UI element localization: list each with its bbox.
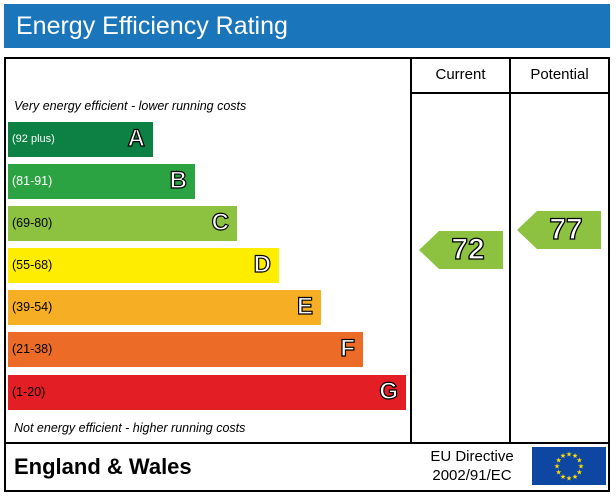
band-letter: D (253, 250, 272, 278)
rating-frame (4, 57, 610, 492)
band-range-label: (81-91) (12, 174, 53, 188)
band-range-label: (69-80) (12, 216, 53, 230)
eu-star-icon: ★ (560, 452, 566, 460)
band-f: (21-38) F (8, 332, 363, 367)
footer-rule (4, 442, 608, 444)
divider-current (410, 57, 412, 444)
eu-star-icon: ★ (555, 457, 561, 465)
eu-flag-icon: ★ ★ ★ ★ ★ ★ ★ ★ ★ ★ ★ ★ (532, 447, 606, 485)
divider-potential (509, 57, 511, 444)
band-letter: F (340, 334, 356, 362)
band-a: (92 plus) A (8, 122, 153, 157)
band-letter: E (296, 292, 313, 320)
band-b: (81-91) B (8, 164, 195, 199)
band-letter: A (127, 124, 146, 152)
band-range-label: (21-38) (12, 342, 53, 356)
eu-star-icon: ★ (572, 452, 578, 460)
potential-column-header: Potential (530, 66, 589, 83)
band-range-label: (1-20) (12, 385, 46, 399)
band-range-label: (55-68) (12, 258, 53, 272)
eu-star-icon: ★ (578, 463, 584, 471)
band-c: (69-80) C (8, 206, 237, 241)
current-column-header: Current (435, 66, 486, 83)
potential-rating-arrow-shape (517, 211, 601, 249)
eu-directive: EU Directive 2002/91/EC (420, 447, 524, 485)
title-bar: Energy Efficiency Rating (4, 4, 610, 48)
band-range-label: (92 plus) (12, 133, 55, 145)
directive-line-2: 2002/91/EC (432, 467, 512, 484)
band-letter: C (211, 208, 230, 236)
band-letter: G (379, 377, 399, 405)
eu-star-icon: ★ (572, 473, 578, 481)
current-rating-arrow-shape (419, 231, 503, 269)
band-d: (55-68) D (8, 248, 279, 283)
bottom-caption: Not energy efficient - higher running co… (14, 421, 246, 435)
band-range-label: (39-54) (12, 300, 53, 314)
eu-star-icon: ★ (554, 463, 560, 471)
top-caption: Very energy efficient - lower running co… (14, 99, 247, 113)
potential-rating-arrow-value: 77 (549, 212, 584, 246)
eu-star-icon: ★ (566, 475, 572, 483)
region-label: England & Wales (14, 454, 192, 479)
chart-title: Energy Efficiency Rating (16, 12, 288, 40)
current-rating-arrow-value: 72 (451, 232, 486, 266)
header-rule (410, 92, 608, 94)
eu-star-icon: ★ (566, 451, 572, 459)
band-e: (39-54) E (8, 290, 321, 325)
eu-star-icon: ★ (576, 469, 582, 477)
eu-star-icon: ★ (576, 457, 582, 465)
current-rating-arrow: 72 (419, 231, 503, 269)
band-letter: B (169, 166, 188, 194)
eu-star-icon: ★ (555, 469, 561, 477)
band-g: (1-20) G (8, 375, 406, 410)
eu-star-icon: ★ (560, 473, 566, 481)
directive-line-1: EU Directive (430, 448, 514, 465)
potential-rating-arrow: 77 (517, 211, 601, 249)
